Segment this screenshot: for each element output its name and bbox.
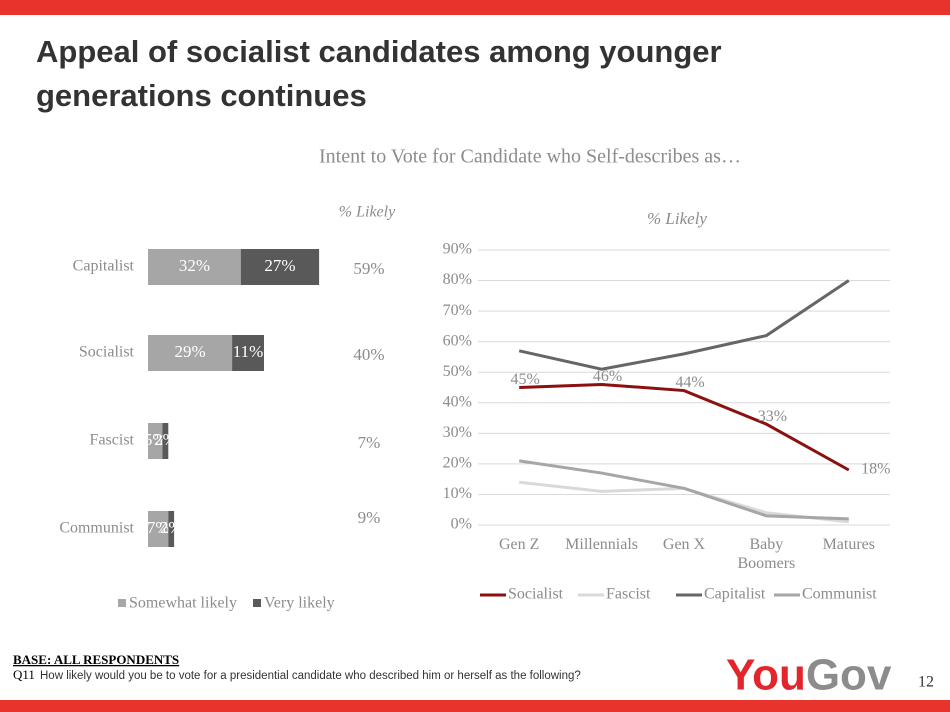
y-tick-label: 60% xyxy=(443,332,472,349)
y-tick-label: 90% xyxy=(443,241,472,258)
bar-segment xyxy=(232,335,264,371)
y-tick-label: 20% xyxy=(443,455,472,472)
bar-segment xyxy=(148,511,169,547)
y-tick-label: 30% xyxy=(443,424,472,441)
x-tick-label-box: Matures xyxy=(822,536,876,553)
logo: YouGov xyxy=(726,651,892,700)
x-tick-label: Gen X xyxy=(662,536,706,553)
category-label: Capitalist xyxy=(73,258,135,275)
legend-swatch xyxy=(118,599,126,607)
category-label: Fascist xyxy=(90,432,135,449)
x-tick-label-box: Millennials xyxy=(565,536,639,553)
bar-value-label: 2% xyxy=(154,430,177,449)
top-bar xyxy=(0,0,950,15)
slide-title: Appeal of socialist candidates among you… xyxy=(36,34,722,113)
total-label: 9% xyxy=(358,508,381,527)
chart-title: % Likely xyxy=(647,209,707,228)
bar-value-label: 27% xyxy=(264,256,295,275)
data-label: 33% xyxy=(758,408,787,425)
y-tick-label: 10% xyxy=(443,485,472,502)
y-tick-label: 80% xyxy=(443,271,472,288)
bar-value-label: 5% xyxy=(144,430,167,449)
y-tick-label: 40% xyxy=(443,393,472,410)
x-tick-label: Matures xyxy=(822,536,876,553)
bar-segment xyxy=(148,249,241,285)
data-label: 46% xyxy=(593,368,622,385)
subtitle: Intent to Vote for Candidate who Self-de… xyxy=(319,146,741,168)
series-line xyxy=(519,382,850,472)
data-label: 45% xyxy=(511,371,540,388)
total-label: 7% xyxy=(358,433,381,452)
bar-segment xyxy=(168,511,175,547)
x-tick-label: Gen Z xyxy=(498,536,540,553)
legend-label: Socialist xyxy=(508,586,564,603)
y-tick-label: 0% xyxy=(451,516,472,533)
x-tick-label-box: Gen X xyxy=(662,536,706,553)
page-number: 12 xyxy=(918,674,934,691)
legend-label: Communist xyxy=(802,586,877,603)
legend-label: Capitalist xyxy=(704,586,766,603)
x-tick-label-box: Baby Boomers xyxy=(737,536,796,572)
question-number: Q11 xyxy=(13,667,35,682)
question-text: How likely would you be to vote for a pr… xyxy=(40,670,581,682)
bar-segment xyxy=(148,423,163,459)
category-label: Communist xyxy=(59,520,134,537)
bar-value-label: 7% xyxy=(147,518,170,537)
x-tick-label: Baby Boomers xyxy=(737,536,796,572)
x-tick-label-box: Gen Z xyxy=(498,536,540,553)
bar-segment xyxy=(162,423,169,459)
data-label: 18% xyxy=(861,461,890,478)
category-label: Socialist xyxy=(79,344,135,361)
bar-value-label: 32% xyxy=(179,256,210,275)
series-line xyxy=(518,459,849,521)
legend-label: Very likely xyxy=(264,595,335,612)
bar-value-label: 2% xyxy=(160,518,183,537)
bottom-bar xyxy=(0,700,950,712)
legend-label: Somewhat likely xyxy=(129,595,237,612)
base-note: BASE: ALL RESPONDENTS xyxy=(13,652,179,667)
legend-swatch xyxy=(253,599,261,607)
bar-segment xyxy=(240,249,320,285)
total-label: 40% xyxy=(353,345,384,364)
total-label: 59% xyxy=(353,259,384,278)
data-label: 44% xyxy=(675,374,704,391)
totals-title: % Likely xyxy=(339,204,396,221)
legend-label: Fascist xyxy=(606,586,651,603)
bar-segment xyxy=(148,335,233,371)
series-line xyxy=(518,279,850,371)
bar-value-label: 29% xyxy=(174,342,205,361)
y-tick-label: 70% xyxy=(443,302,472,319)
x-tick-label: Millennials xyxy=(565,536,639,553)
bar-value-label: 11% xyxy=(233,342,264,361)
y-tick-label: 50% xyxy=(443,363,472,380)
